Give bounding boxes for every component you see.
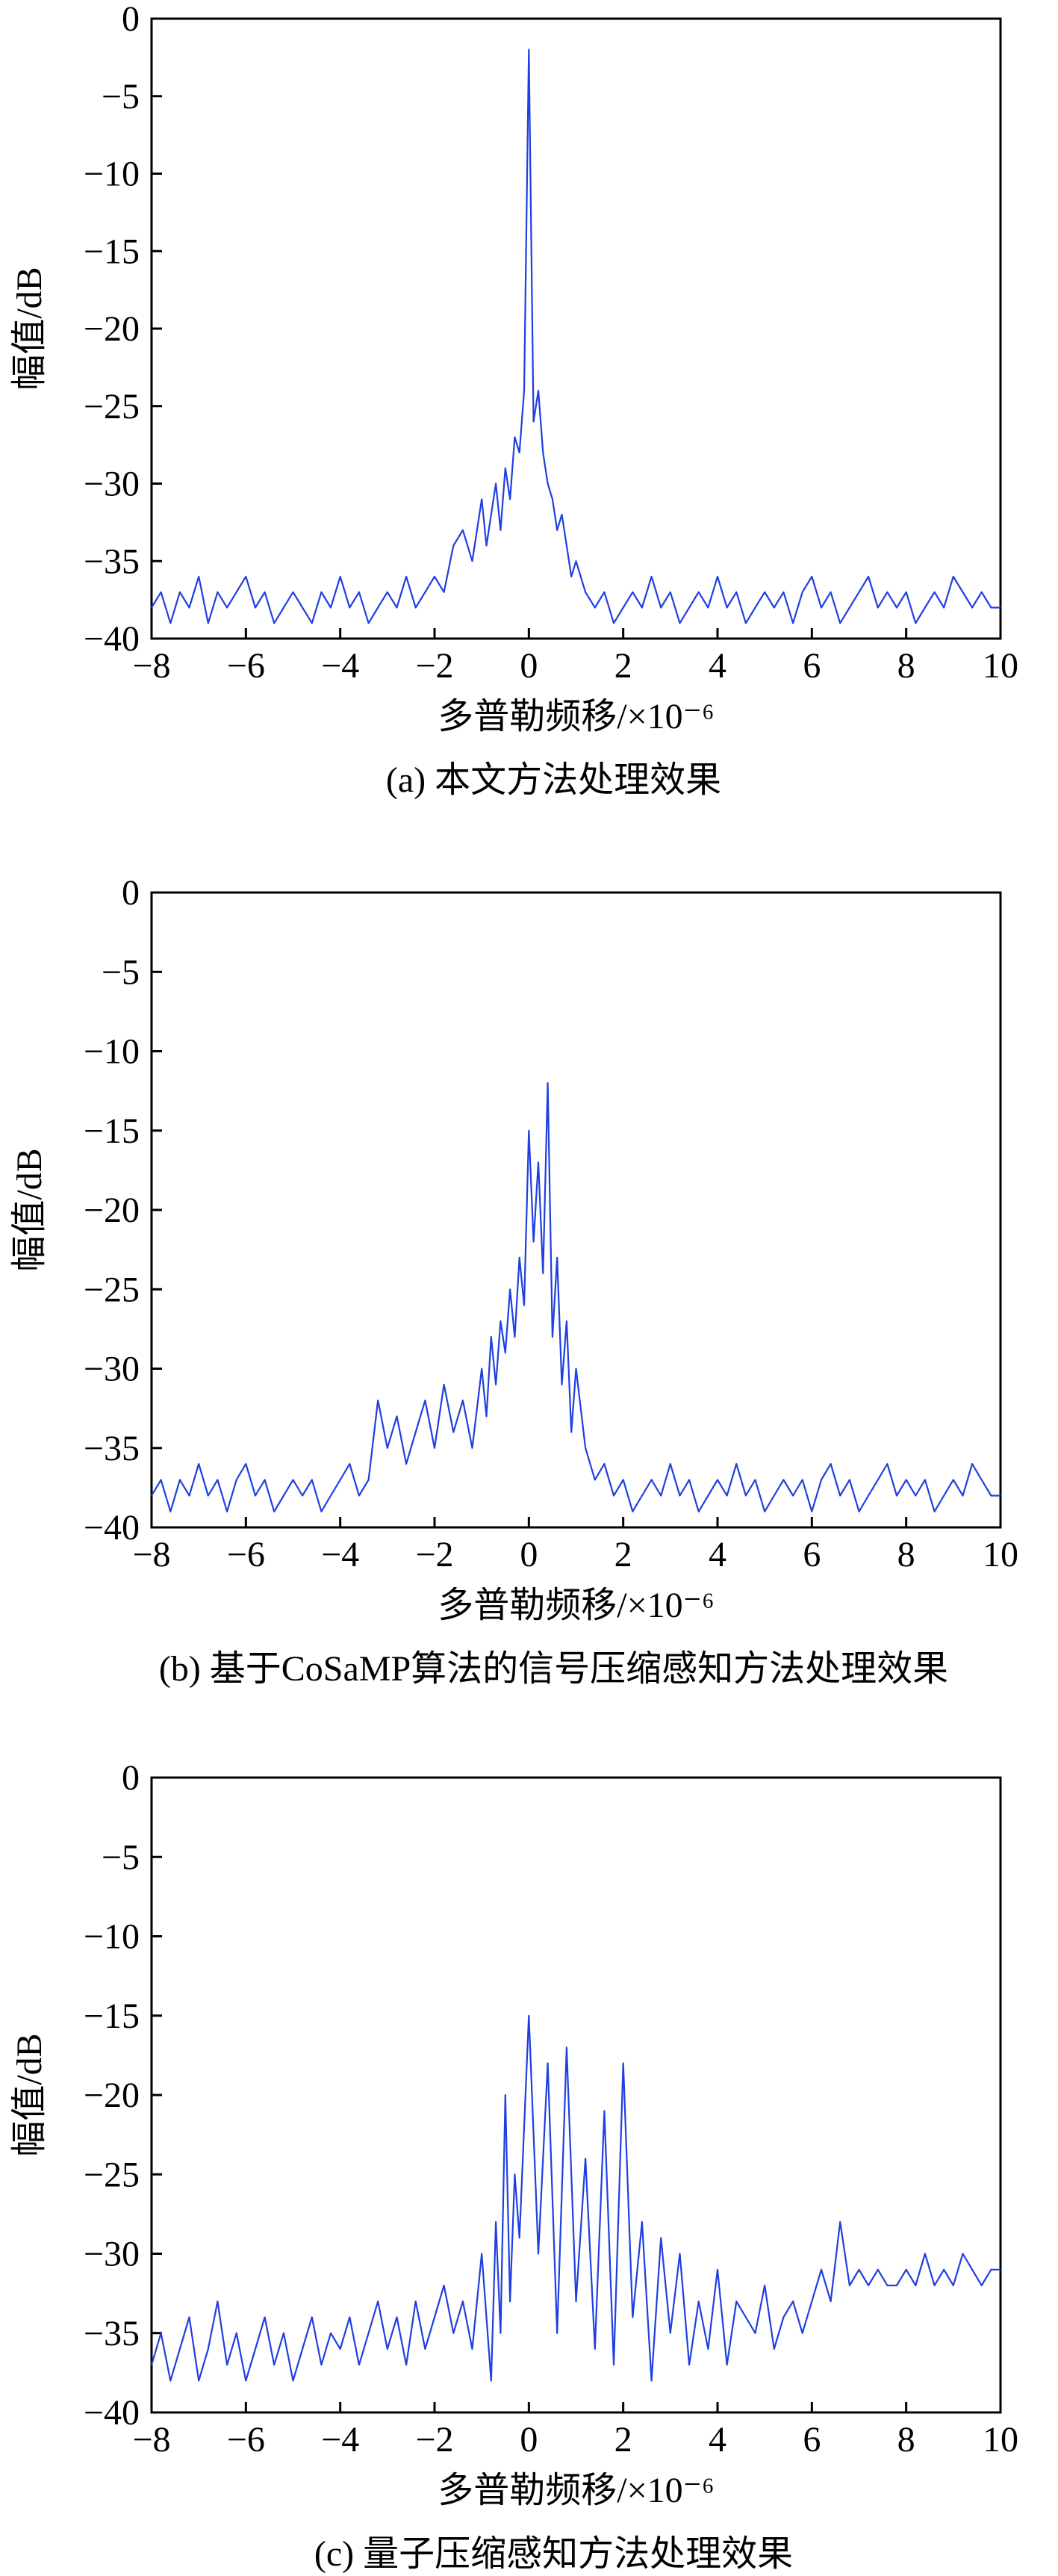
x-tick-label: −6 <box>227 2420 265 2459</box>
x-tick-label: −6 <box>227 646 265 686</box>
y-tick-label: −15 <box>84 1111 140 1151</box>
y-tick-label: −40 <box>84 619 140 659</box>
x-tick-label: −6 <box>227 1535 265 1574</box>
y-axis-title: 幅值/dB <box>10 267 49 390</box>
panel-caption: (b) 基于CoSaMP算法的信号压缩感知方法处理效果 <box>159 1649 948 1689</box>
y-tick-label: −30 <box>84 1350 140 1389</box>
y-tick-label: −20 <box>84 2076 140 2115</box>
y-tick-label: −25 <box>84 1270 140 1309</box>
x-tick-label: 6 <box>803 1535 821 1574</box>
y-tick-label: −25 <box>84 387 140 426</box>
x-tick-label: 8 <box>897 646 915 686</box>
x-tick-label: 2 <box>614 1535 632 1574</box>
plot-frame <box>150 1776 1002 2414</box>
x-tick-label: 2 <box>614 646 632 686</box>
y-tick-label: −5 <box>102 952 140 992</box>
y-tick-label: 0 <box>122 1758 140 1798</box>
x-tick-label: −2 <box>415 646 453 686</box>
chart-panel-c: −8 −6 −4 −2 0 2 4 6 8 100−5−10−15−20−25−30−35−40多… <box>10 1758 1018 2574</box>
x-tick-label: 6 <box>803 646 821 686</box>
x-tick-label: 4 <box>709 646 726 686</box>
y-tick-label: −10 <box>84 1917 140 1957</box>
x-axis-title: 多普勒频移/×10⁻⁶ <box>438 1586 714 1625</box>
x-tick-label: 4 <box>709 1535 726 1574</box>
chart-panel-b: −8 −6 −4 −2 0 2 4 6 8 100−5−10−15−20−25−30−35−40多… <box>10 873 1018 1689</box>
y-tick-label: −10 <box>84 155 140 194</box>
y-axis-title: 幅值/dB <box>10 2033 49 2156</box>
y-tick-label: −30 <box>84 2235 140 2274</box>
x-tick-label: 2 <box>614 2420 632 2459</box>
y-tick-label: −35 <box>84 541 140 581</box>
x-tick-label: 0 <box>520 646 538 686</box>
x-tick-label: 8 <box>897 2420 915 2459</box>
panel-caption: (c) 量子压缩感知方法处理效果 <box>314 2534 793 2574</box>
x-tick-label: −4 <box>321 2420 359 2459</box>
x-tick-label: −2 <box>415 2420 453 2459</box>
x-tick-label: 10 <box>983 1535 1018 1574</box>
plot-frame <box>150 891 1002 1529</box>
y-tick-label: −15 <box>84 1996 140 2036</box>
chart-panel-a: −8 −6 −4 −2 0 2 4 6 8 100−5−10−15−20−25−30−35−40多… <box>10 0 1018 800</box>
series-line <box>151 1081 1001 1512</box>
x-tick-label: 0 <box>520 1535 538 1574</box>
y-tick-label: −25 <box>84 2155 140 2194</box>
y-tick-label: −15 <box>84 232 140 271</box>
y-tick-label: 0 <box>122 0 140 39</box>
x-tick-label: 0 <box>520 2420 538 2459</box>
x-tick-label: 4 <box>709 2420 726 2459</box>
x-tick-label: 6 <box>803 2420 821 2459</box>
y-tick-label: −35 <box>84 2314 140 2353</box>
y-tick-label: −40 <box>84 1508 140 1548</box>
y-tick-label: −5 <box>102 77 140 117</box>
x-tick-label: 8 <box>897 1535 915 1574</box>
y-tick-label: −10 <box>84 1032 140 1072</box>
x-tick-label: −2 <box>415 1535 453 1574</box>
x-tick-label: −8 <box>132 1535 170 1574</box>
x-tick-label: −4 <box>321 646 359 686</box>
y-tick-label: −20 <box>84 309 140 349</box>
y-tick-label: −30 <box>84 465 140 504</box>
y-tick-label: −20 <box>84 1191 140 1230</box>
y-tick-label: −35 <box>84 1429 140 1468</box>
series-line <box>151 49 1001 624</box>
series-line <box>150 2014 1001 2382</box>
x-tick-label: −8 <box>132 646 170 686</box>
panel-caption: (a) 本文方法处理效果 <box>386 760 721 800</box>
x-axis-title: 多普勒频移/×10⁻⁶ <box>438 697 714 736</box>
plot-frame <box>150 17 1002 640</box>
x-tick-label: 10 <box>983 2420 1018 2459</box>
y-tick-label: 0 <box>122 873 140 913</box>
x-tick-label: −8 <box>132 2420 170 2459</box>
y-axis-title: 幅值/dB <box>10 1148 49 1271</box>
x-tick-label: −4 <box>321 1535 359 1574</box>
x-axis-title: 多普勒频移/×10⁻⁶ <box>438 2471 714 2510</box>
x-tick-label: 10 <box>983 646 1018 686</box>
y-tick-label: −40 <box>84 2393 140 2433</box>
y-tick-label: −5 <box>102 1837 140 1877</box>
